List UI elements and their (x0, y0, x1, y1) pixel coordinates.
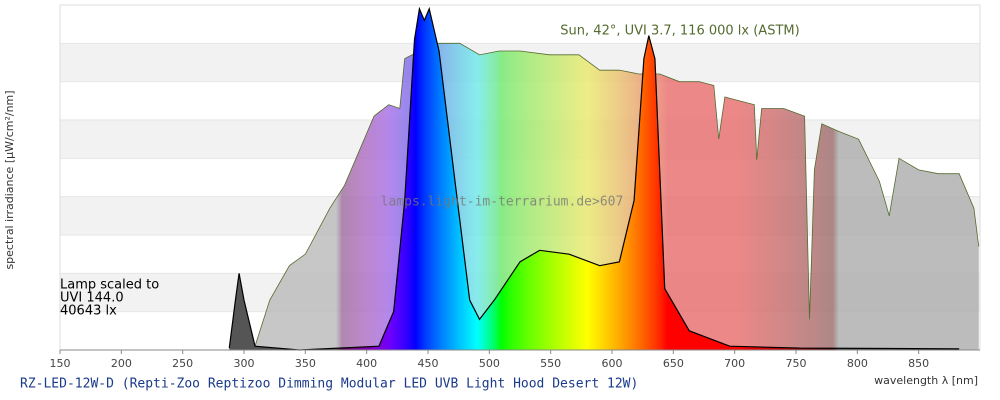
x-tick-label: 150 (50, 357, 71, 370)
lamp-label: UVI 144.0 (60, 291, 124, 306)
x-tick-label: 600 (602, 357, 623, 370)
x-tick-label: 200 (111, 357, 132, 370)
x-tick-label: 250 (172, 357, 193, 370)
x-tick-label: 800 (847, 357, 868, 370)
x-tick-label: 300 (234, 357, 255, 370)
spectrum-line (254, 42, 980, 347)
x-tick-label: 650 (663, 357, 684, 370)
x-tick-label: 350 (295, 357, 316, 370)
chart-title: RZ-LED-12W-D (Repti-Zoo Reptizoo Dimming… (20, 377, 638, 392)
x-axis-label: wavelength λ [nm] (874, 374, 978, 387)
x-tick-label: 750 (786, 357, 807, 370)
lamp-label: 40643 lx (60, 304, 117, 319)
legend-label: Sun, 42°, UVI 3.7, 116 000 lx (ASTM) (560, 24, 799, 39)
spectrum-line (228, 6, 960, 351)
x-tick-label: 550 (540, 357, 561, 370)
x-tick-label: 450 (418, 357, 439, 370)
lamp-label: Lamp scaled to (60, 278, 159, 293)
y-axis-label: spectral irradiance [µW/cm²/nm] (3, 90, 16, 269)
x-tick-label: 700 (724, 357, 745, 370)
watermark: lamps.light-im-terrarium.de>607 (381, 195, 624, 210)
x-tick-label: 400 (356, 357, 377, 370)
x-tick-label: 500 (479, 357, 500, 370)
x-tick-label: 850 (908, 357, 929, 370)
